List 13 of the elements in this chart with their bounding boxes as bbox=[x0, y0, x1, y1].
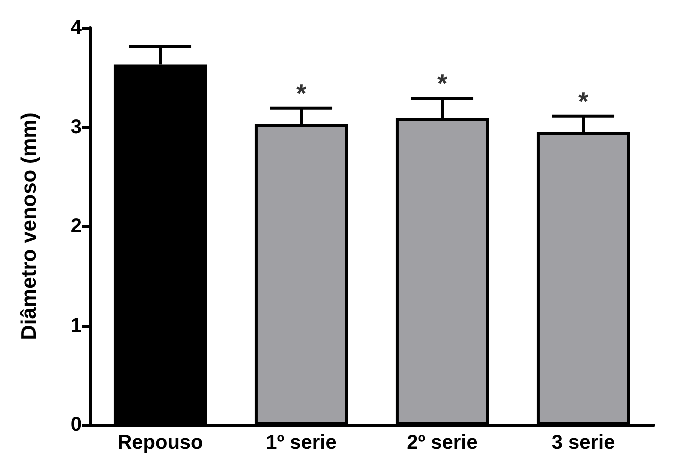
y-tick-label: 1 bbox=[70, 314, 82, 337]
y-tick-label: 4 bbox=[70, 17, 83, 39]
annotation: * bbox=[296, 78, 308, 108]
x-tick-label: 1º serie bbox=[266, 432, 337, 454]
annotation: * bbox=[578, 86, 590, 116]
x-tick-label: Repouso bbox=[118, 432, 204, 454]
y-axis-title: Diâmetro venoso (mm) bbox=[18, 112, 41, 340]
y-tick-label: 3 bbox=[70, 116, 82, 138]
y-tick-label: 0 bbox=[70, 414, 82, 436]
x-tick-label: 3 serie bbox=[552, 432, 616, 454]
y-tick-label: 2 bbox=[70, 216, 82, 238]
x-tick-label: 2º serie bbox=[407, 432, 478, 454]
annotation: * bbox=[437, 68, 448, 98]
